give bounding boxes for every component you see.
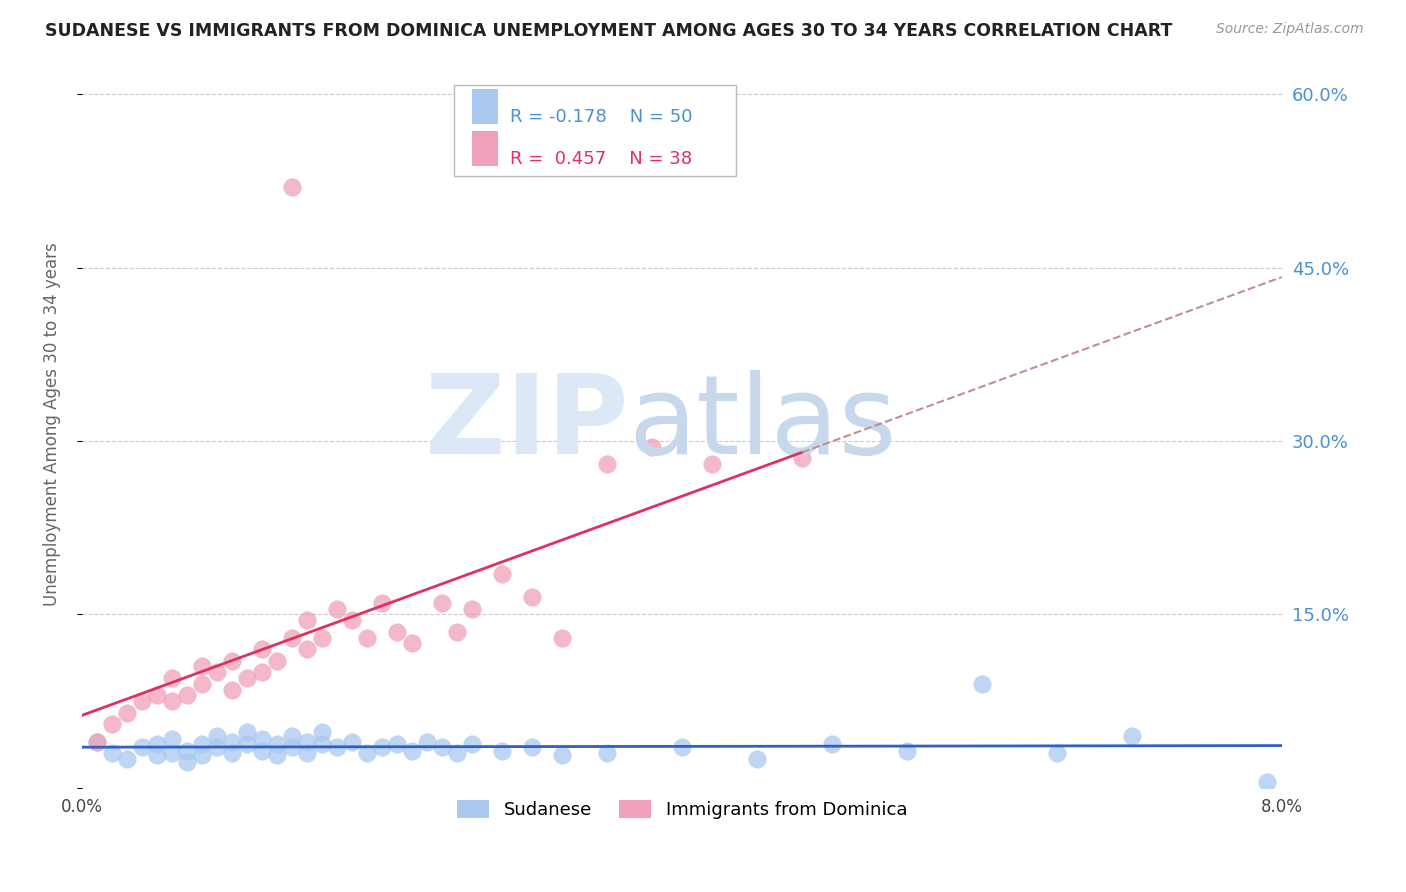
Point: [461, 601, 484, 615]
Point: [700, 457, 723, 471]
Point: [671, 740, 693, 755]
Point: [146, 689, 169, 703]
Point: [385, 624, 408, 639]
Point: [115, 752, 138, 766]
Point: [221, 734, 243, 748]
Point: [970, 677, 993, 691]
FancyBboxPatch shape: [454, 85, 735, 176]
Point: [596, 746, 619, 760]
Point: [356, 746, 378, 760]
Point: [115, 706, 138, 720]
Point: [430, 740, 453, 755]
Point: [745, 752, 768, 766]
Point: [101, 717, 124, 731]
Point: [176, 744, 198, 758]
Point: [221, 654, 243, 668]
Text: Source: ZipAtlas.com: Source: ZipAtlas.com: [1216, 22, 1364, 37]
Point: [340, 734, 363, 748]
Point: [86, 734, 108, 748]
Point: [131, 694, 153, 708]
Y-axis label: Unemployment Among Ages 30 to 34 years: Unemployment Among Ages 30 to 34 years: [44, 242, 60, 606]
Point: [160, 671, 183, 685]
Point: [311, 737, 333, 751]
Text: SUDANESE VS IMMIGRANTS FROM DOMINICA UNEMPLOYMENT AMONG AGES 30 TO 34 YEARS CORR: SUDANESE VS IMMIGRANTS FROM DOMINICA UNE…: [45, 22, 1173, 40]
Point: [250, 665, 273, 680]
Point: [101, 746, 124, 760]
Point: [176, 756, 198, 770]
Legend: Sudanese, Immigrants from Dominica: Sudanese, Immigrants from Dominica: [450, 792, 914, 826]
Text: ZIP: ZIP: [425, 370, 628, 477]
Point: [446, 746, 468, 760]
Point: [295, 746, 318, 760]
Point: [176, 689, 198, 703]
Point: [1256, 775, 1278, 789]
Point: [340, 613, 363, 627]
Point: [371, 740, 394, 755]
Point: [401, 744, 423, 758]
Point: [326, 740, 349, 755]
Point: [821, 737, 844, 751]
Point: [461, 737, 484, 751]
Point: [266, 748, 288, 763]
Point: [236, 671, 259, 685]
Point: [446, 624, 468, 639]
Point: [191, 748, 214, 763]
Point: [401, 636, 423, 650]
Point: [191, 659, 214, 673]
Point: [221, 746, 243, 760]
Point: [160, 732, 183, 747]
Text: R =  0.457    N = 38: R = 0.457 N = 38: [510, 150, 693, 168]
Point: [356, 631, 378, 645]
Point: [520, 590, 543, 604]
Point: [295, 734, 318, 748]
Point: [295, 642, 318, 657]
Point: [596, 457, 619, 471]
Point: [250, 732, 273, 747]
Point: [520, 740, 543, 755]
Point: [371, 596, 394, 610]
Point: [326, 601, 349, 615]
FancyBboxPatch shape: [472, 89, 498, 124]
Point: [146, 748, 169, 763]
Point: [250, 642, 273, 657]
Point: [295, 613, 318, 627]
Point: [266, 737, 288, 751]
Point: [551, 748, 574, 763]
Point: [790, 451, 813, 466]
Text: atlas: atlas: [628, 370, 897, 477]
Point: [160, 694, 183, 708]
Point: [205, 740, 228, 755]
Point: [131, 740, 153, 755]
Point: [491, 567, 513, 582]
Point: [641, 440, 664, 454]
Point: [191, 677, 214, 691]
Point: [281, 631, 304, 645]
Point: [205, 665, 228, 680]
Point: [491, 744, 513, 758]
Point: [551, 631, 574, 645]
Point: [430, 596, 453, 610]
Point: [266, 654, 288, 668]
Point: [311, 631, 333, 645]
Point: [205, 729, 228, 743]
Point: [1046, 746, 1069, 760]
FancyBboxPatch shape: [472, 131, 498, 166]
Point: [416, 734, 439, 748]
Point: [896, 744, 918, 758]
Point: [221, 682, 243, 697]
Point: [311, 725, 333, 739]
Point: [281, 179, 304, 194]
Point: [250, 744, 273, 758]
Point: [281, 729, 304, 743]
Point: [191, 737, 214, 751]
Text: R = -0.178    N = 50: R = -0.178 N = 50: [510, 108, 693, 127]
Point: [281, 740, 304, 755]
Point: [1121, 729, 1143, 743]
Point: [146, 737, 169, 751]
Point: [236, 725, 259, 739]
Point: [160, 746, 183, 760]
Point: [385, 737, 408, 751]
Point: [236, 737, 259, 751]
Point: [86, 734, 108, 748]
